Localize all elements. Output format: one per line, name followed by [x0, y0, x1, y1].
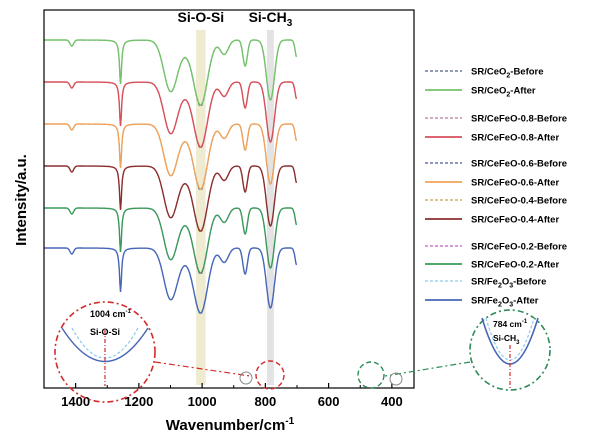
- x-axis-label: Wavenumber/cm-1: [166, 416, 295, 434]
- inset-connector-left: [154, 361, 251, 377]
- legend-label-8: SR/CeFeO-0.2-Before: [471, 242, 567, 253]
- series-line-0: [44, 39, 297, 107]
- band-label-0: Si-O-Si: [178, 9, 225, 25]
- inset-target-right: [357, 361, 385, 389]
- inset-value-right: 784 cm-1: [493, 319, 528, 329]
- inset-name-left: Si-O-Si: [90, 327, 120, 337]
- legend-label-10: SR/Fe2O3-Before: [471, 277, 546, 290]
- band-labels: Si-O-Si Si-CH3: [178, 9, 293, 29]
- legend-label-9: SR/CeFeO-0.2-After: [471, 260, 559, 271]
- inset-circle-right: [469, 309, 551, 391]
- legend-label-0: SR/CeO2-Before: [471, 67, 544, 80]
- highlight-bands: [196, 30, 274, 385]
- series-line-3: [44, 81, 298, 148]
- legend-label-2: SR/CeFeO-0.8-Before: [471, 114, 567, 125]
- inset-connector-right: [384, 361, 471, 377]
- legend-label-3: SR/CeFeO-0.8-After: [471, 133, 559, 144]
- legend-label-7: SR/CeFeO-0.4-After: [471, 215, 559, 226]
- series-line-7: [44, 165, 298, 232]
- y-axis-label: Intensity/a.u.: [13, 154, 30, 246]
- inset-target-left: [255, 360, 285, 390]
- zoom-insets: 1004 cm-1 Si-O-Si 784 cm-1 Si-CH3: [54, 301, 551, 403]
- series-line-1: [44, 39, 298, 106]
- legend-label-5: SR/CeFeO-0.6-After: [471, 178, 559, 189]
- plot-frame: [43, 9, 415, 389]
- x-tick-label-5: 400: [381, 394, 403, 409]
- series-line-5: [44, 123, 298, 190]
- band-1: [266, 30, 274, 385]
- x-tick-label-1: 1200: [124, 394, 153, 409]
- legend-label-4: SR/CeFeO-0.6-Before: [471, 159, 567, 170]
- series-line-10: [44, 247, 297, 315]
- legend-label-11: SR/Fe2O3-After: [471, 296, 539, 309]
- series-line-11: [44, 247, 298, 314]
- inset-value-left: 1004 cm-1: [90, 309, 132, 319]
- legend-label-6: SR/CeFeO-0.4-Before: [471, 196, 567, 207]
- legend-label-1: SR/CeO2-After: [471, 86, 536, 99]
- inset-circle-left: [54, 301, 156, 403]
- x-axis: 1400 1200 1000 800 600 400: [61, 383, 403, 409]
- band-0: [196, 30, 206, 385]
- series-line-9: [44, 207, 298, 274]
- spectra-curves: [44, 39, 298, 315]
- inset-small-circle-right: [389, 372, 403, 386]
- x-tick-label-3: 800: [255, 394, 277, 409]
- x-tick-label-4: 600: [318, 394, 340, 409]
- inset-name-right: Si-CH3: [493, 333, 520, 346]
- legend: SR/CeO2-Before SR/CeO2-After SR/CeFeO-0.8-…: [425, 67, 567, 309]
- x-tick-label-0: 1400: [61, 394, 90, 409]
- inset-curve-left: [61, 327, 149, 363]
- x-tick-label-2: 1000: [188, 394, 217, 409]
- band-label-1: Si-CH3: [249, 9, 293, 29]
- inset-small-circle-left: [239, 371, 253, 385]
